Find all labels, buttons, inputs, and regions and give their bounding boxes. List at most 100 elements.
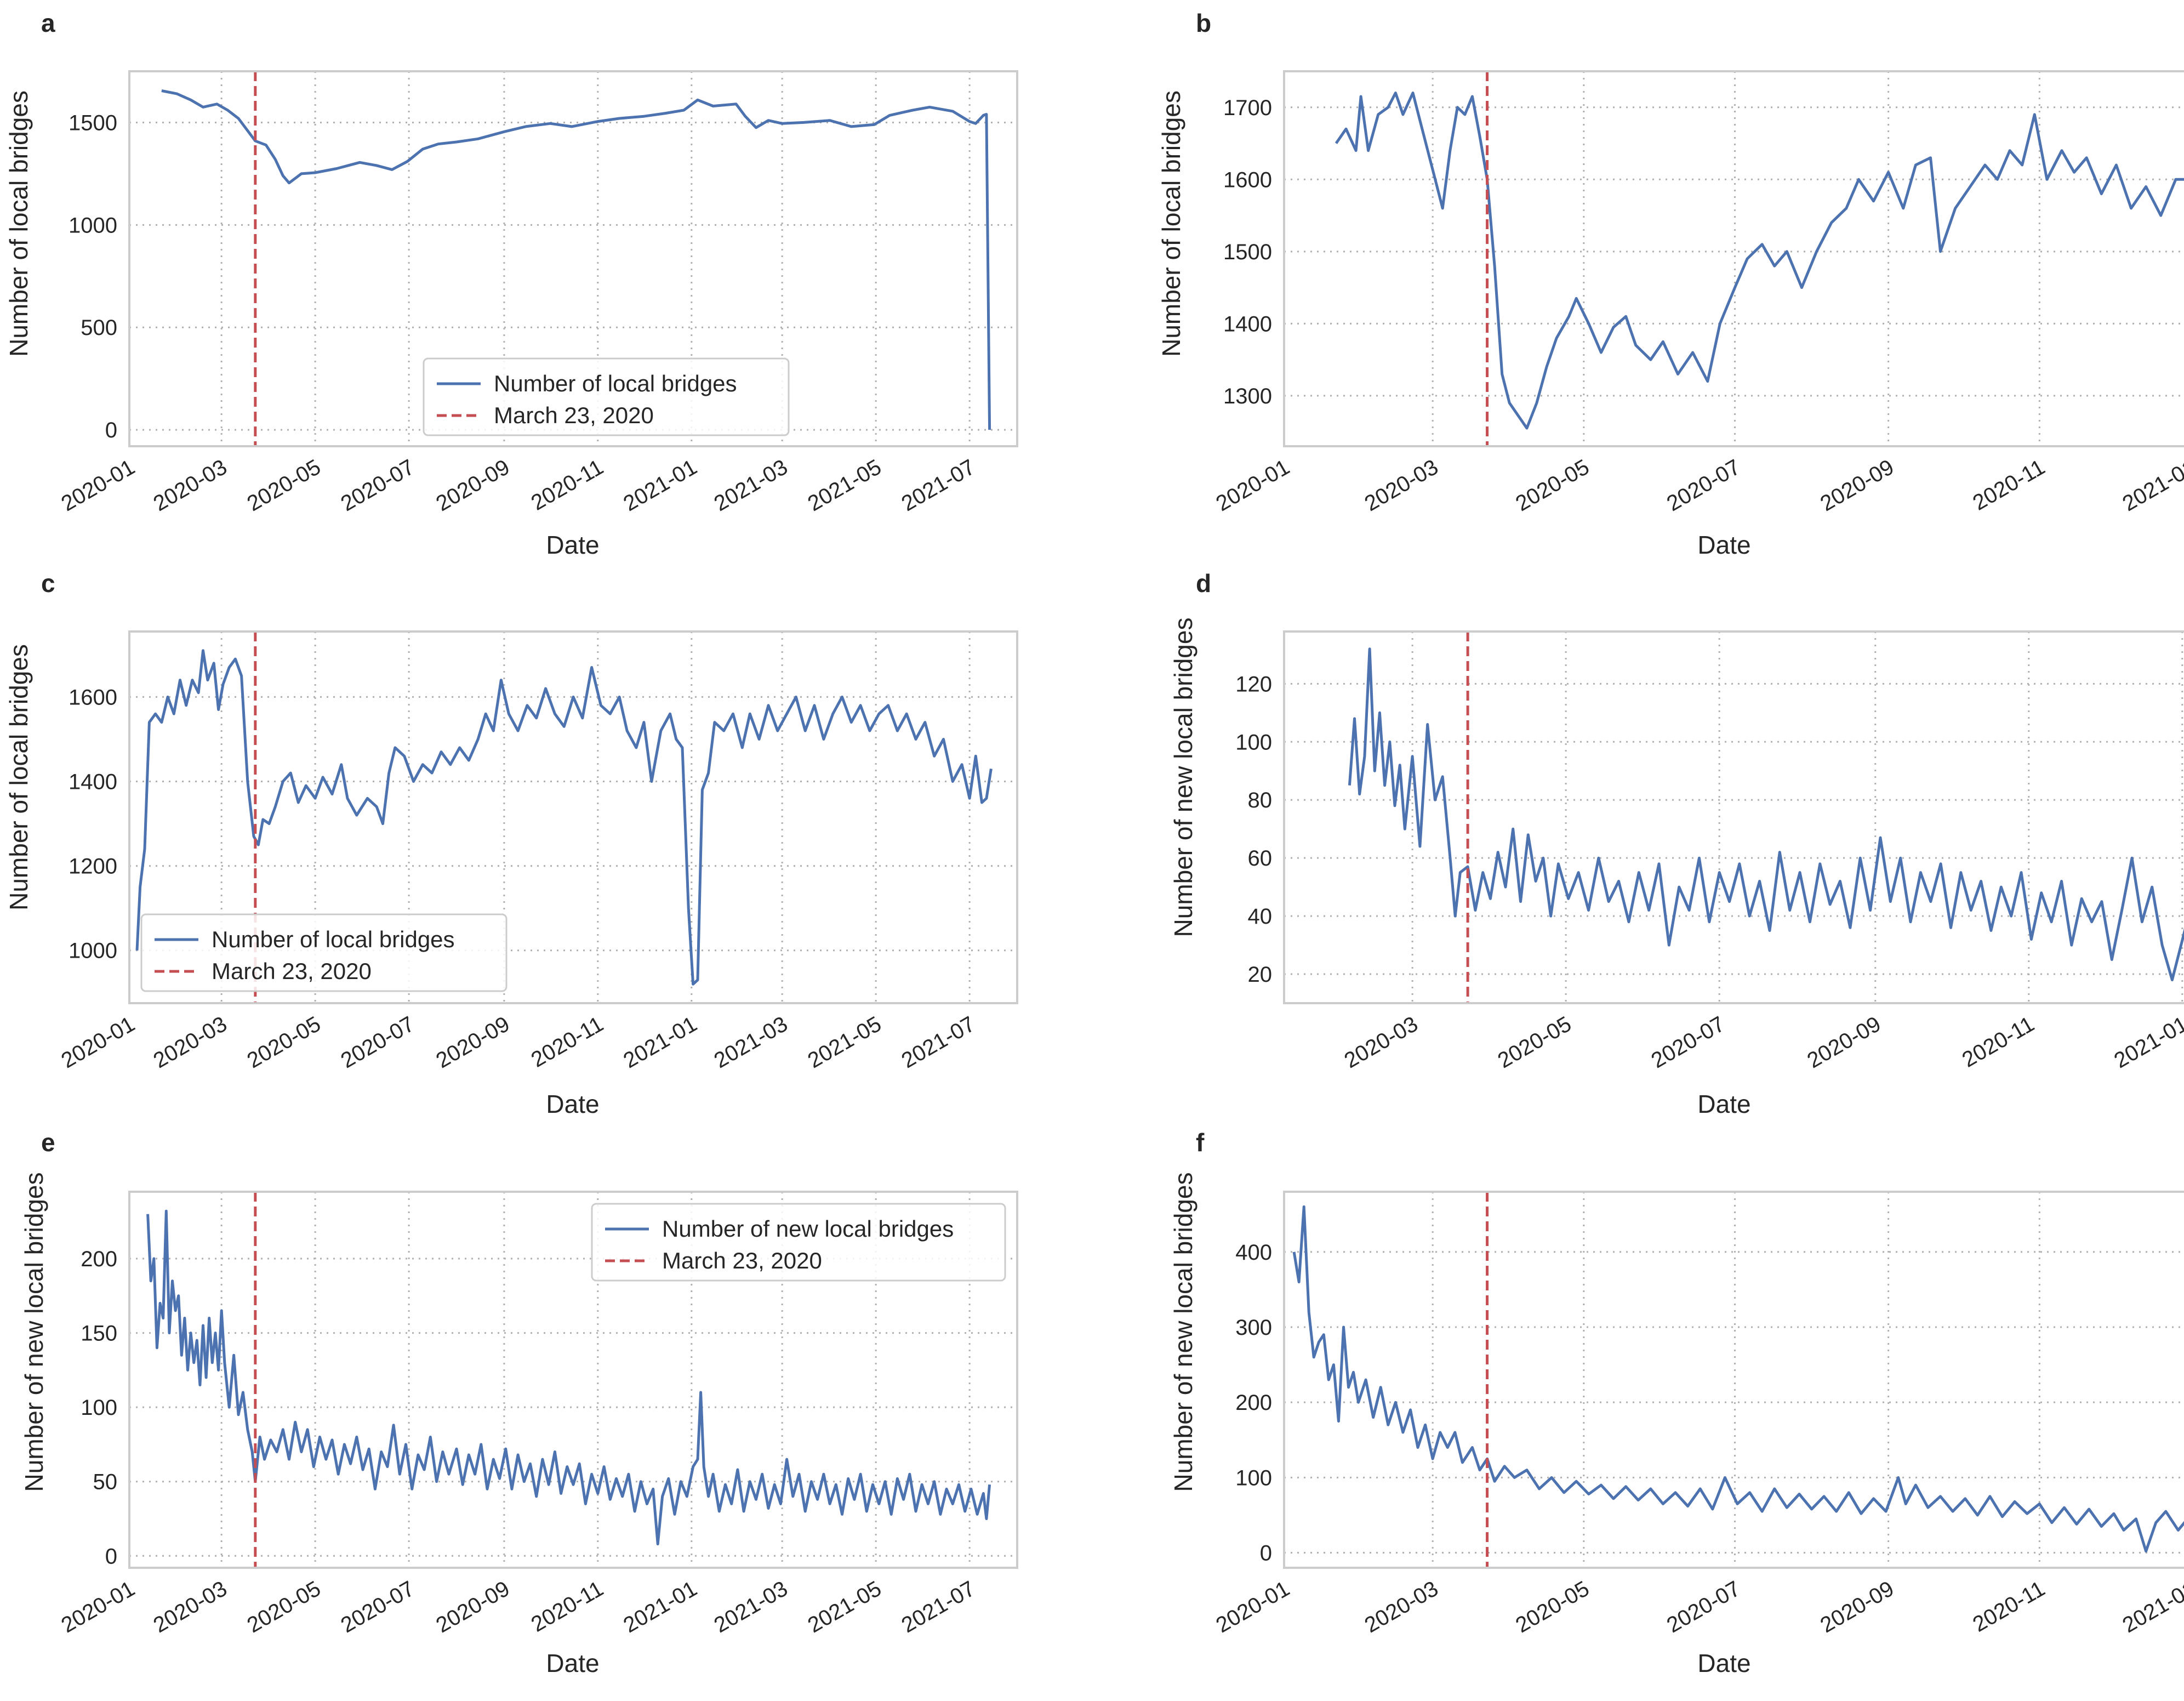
series-line: [1292, 1205, 2184, 1553]
legend-event-label: March 23, 2020: [662, 1248, 822, 1273]
x-tick-label: 2020-01: [1212, 455, 1293, 516]
x-tick-label: 2021-01: [2110, 1012, 2184, 1073]
x-tick-label: 2020-07: [1663, 1577, 1744, 1638]
y-tick-label: 40: [1248, 904, 1273, 929]
x-tick-label: 2021-03: [710, 455, 792, 516]
y-axis-label: Number of new local bridges: [1169, 618, 1198, 937]
x-tick-label: 2020-07: [1663, 455, 1744, 516]
x-tick-label: 2020-01: [57, 1012, 139, 1073]
x-axis-label: Date: [546, 1649, 599, 1677]
x-tick-label: 2021-07: [897, 1577, 979, 1638]
y-tick-label: 200: [1235, 1391, 1272, 1415]
x-tick-label: 2021-01: [2118, 455, 2184, 516]
x-tick-label: 2021-01: [619, 1577, 701, 1638]
y-tick-label: 1400: [69, 770, 117, 794]
x-tick-label: 2020-09: [432, 455, 514, 516]
panel-f: f 0 100 200 300 400 2020-01 2020-03 2020-05 2020-…: [1169, 1128, 2184, 1677]
x-tick-label: 2020-09: [432, 1012, 514, 1073]
legend-series-label: Number of local bridges: [212, 926, 455, 952]
legend-event-label: March 23, 2020: [494, 402, 654, 428]
panel-d: d 20 40 60 80 100 120 2020-03 2020-05 2020-07 2020…: [1169, 569, 2184, 1118]
legend: Number of local bridges March 23, 2020: [140, 913, 507, 992]
x-axis-label: Date: [546, 1090, 599, 1118]
x-tick-label: 2020-05: [243, 1012, 325, 1073]
series-line: [161, 89, 991, 430]
x-tick-label: 2021-05: [804, 455, 886, 516]
x-tick-label: 2020-11: [1969, 455, 2049, 515]
x-tick-label: 2021-07: [897, 1012, 979, 1073]
legend-series-label: Number of new local bridges: [662, 1216, 954, 1242]
axes-frame: [1283, 70, 2184, 447]
x-tick-label: 2020-03: [1361, 455, 1442, 516]
panel-label: a: [41, 9, 55, 37]
y-tick-label: 150: [81, 1322, 117, 1346]
legend: Number of local bridges March 23, 2020: [423, 357, 790, 436]
y-tick-label: 100: [81, 1396, 117, 1420]
x-tick-label: 2020-11: [527, 1012, 608, 1072]
legend: Number of new local bridges March 23, 202…: [591, 1203, 1006, 1282]
y-axis-label: Number of new local bridges: [1169, 1173, 1198, 1492]
y-tick-label: 1500: [69, 111, 117, 135]
y-tick-label: 120: [1235, 672, 1272, 696]
x-tick-label: 2021-07: [897, 455, 979, 516]
y-tick-label: 1500: [1223, 240, 1272, 264]
y-tick-label: 200: [81, 1247, 117, 1271]
y-tick-label: 80: [1248, 788, 1273, 812]
y-tick-label: 0: [105, 1544, 117, 1568]
y-tick-label: 500: [81, 316, 117, 340]
axes-frame: [1283, 1191, 2184, 1569]
x-tick-label: 2021-01: [619, 455, 701, 516]
x-tick-label: 2020-01: [57, 1577, 139, 1638]
series-line: [1335, 92, 2184, 430]
x-tick-label: 2020-05: [1512, 1577, 1593, 1638]
y-axis-label: Number of local bridges: [1157, 90, 1185, 357]
x-tick-label: 2020-09: [1816, 1577, 1898, 1638]
x-tick-label: 2020-09: [1816, 455, 1898, 516]
axes-frame: [128, 630, 1018, 1004]
x-axis-label: Date: [546, 531, 599, 559]
x-axis-label: Date: [1697, 1090, 1750, 1118]
x-tick-label: 2020-03: [1361, 1577, 1442, 1638]
x-tick-label: 2021-01: [2118, 1577, 2184, 1638]
panel-b: b 1300 1400 1500 1600 1700 2020-01 2020-03 2020-…: [1157, 9, 2184, 559]
x-tick-label: 2020-11: [1969, 1577, 2049, 1637]
y-tick-label: 1600: [69, 685, 117, 709]
x-tick-label: 2020-07: [337, 455, 418, 516]
x-tick-label: 2020-03: [150, 455, 231, 516]
panel-label: c: [41, 569, 55, 598]
legend-box: [423, 357, 790, 436]
panel-label: b: [1196, 9, 1211, 37]
x-tick-label: 2021-01: [619, 1012, 701, 1073]
series-line: [146, 1209, 991, 1546]
y-axis-label: Number of new local bridges: [20, 1173, 48, 1492]
legend-box: [140, 913, 507, 992]
x-tick-label: 2020-05: [1494, 1012, 1576, 1073]
axes-background: [1284, 1192, 2184, 1568]
y-tick-label: 50: [93, 1470, 118, 1494]
x-tick-label: 2020-11: [527, 455, 608, 515]
y-tick-label: 60: [1248, 846, 1273, 871]
x-tick-label: 2021-05: [804, 1577, 886, 1638]
axes-frame: [128, 1191, 1018, 1569]
y-tick-label: 1700: [1223, 96, 1272, 120]
x-tick-label: 2020-07: [1647, 1012, 1729, 1073]
panel-label: d: [1196, 569, 1211, 598]
y-tick-label: 1300: [1223, 384, 1272, 408]
x-tick-label: 2020-03: [150, 1012, 231, 1073]
panel-label: e: [41, 1128, 55, 1157]
y-tick-label: 1600: [1223, 168, 1272, 192]
axes-frame: [128, 70, 1018, 447]
x-tick-label: 2020-05: [243, 1577, 325, 1638]
axes-background: [1284, 632, 2184, 1003]
y-axis-label: Number of local bridges: [4, 644, 33, 911]
x-tick-label: 2021-05: [804, 1012, 886, 1073]
x-tick-label: 2020-07: [337, 1577, 418, 1638]
y-tick-label: 0: [1260, 1541, 1272, 1566]
x-tick-label: 2020-01: [1212, 1577, 1293, 1638]
axes-frame: [1283, 630, 2184, 1004]
y-tick-label: 1400: [1223, 312, 1272, 336]
x-axis-label: Date: [1697, 1649, 1750, 1677]
